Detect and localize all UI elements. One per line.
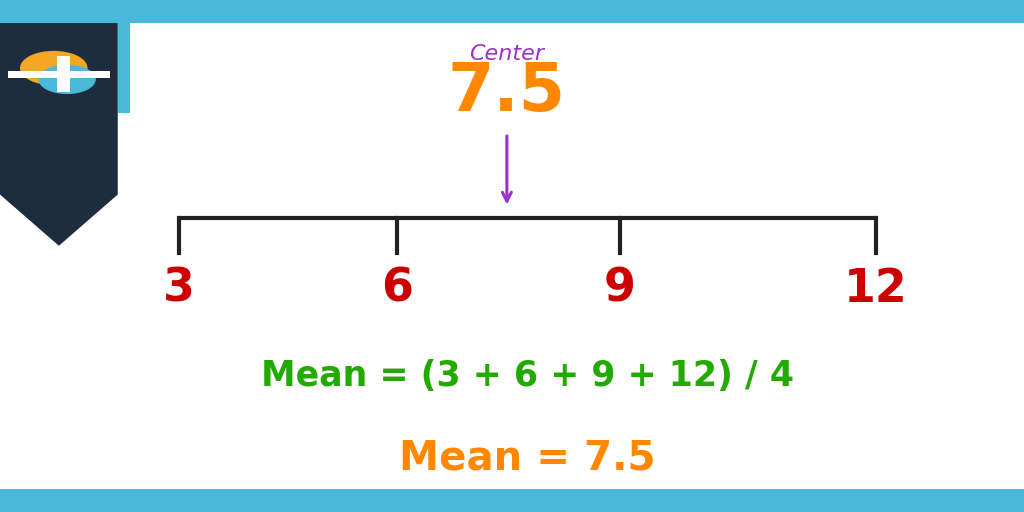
Text: Mean = 7.5: Mean = 7.5: [399, 438, 655, 478]
Text: 7.5: 7.5: [447, 59, 566, 125]
Text: STORY OF MATHEMATICS: STORY OF MATHEMATICS: [27, 184, 91, 189]
Text: Mean = (3 + 6 + 9 + 12) / 4: Mean = (3 + 6 + 9 + 12) / 4: [261, 359, 794, 393]
Text: 9: 9: [603, 267, 636, 312]
Text: 3: 3: [163, 267, 196, 312]
Text: 12: 12: [844, 267, 907, 312]
Text: Center: Center: [469, 44, 545, 64]
Text: SOM: SOM: [38, 155, 80, 173]
Text: 6: 6: [381, 267, 414, 312]
